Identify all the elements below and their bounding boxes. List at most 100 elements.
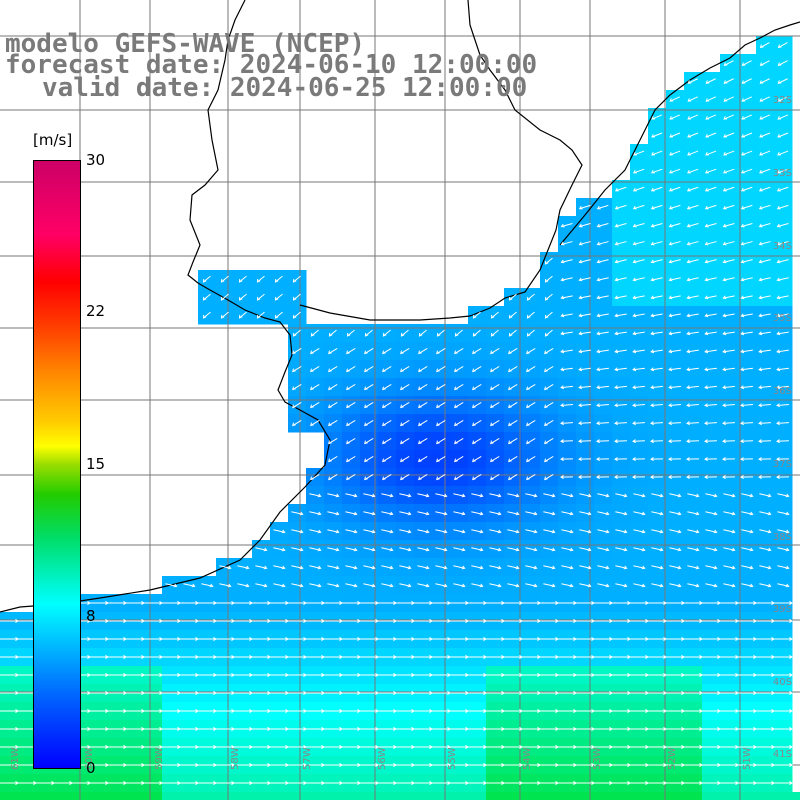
wind-arrow (778, 78, 788, 84)
wind-arrow-head (479, 529, 484, 534)
wind-arrow (669, 150, 681, 156)
wind-arrow (687, 295, 699, 299)
wind-arrow (381, 583, 393, 587)
wind-arrow-head (659, 583, 664, 588)
wind-arrow-head (544, 368, 548, 373)
wind-arrow-head (767, 493, 772, 498)
wind-arrow-head (789, 619, 793, 623)
wind-arrow-head (605, 511, 610, 516)
wind-arrow-head (299, 547, 304, 552)
wind-arrow-head (407, 583, 412, 588)
wind-arrow-head (490, 458, 494, 463)
wind-arrow-head (425, 583, 430, 588)
wind-cell (450, 792, 469, 800)
wind-arrow (651, 547, 663, 551)
wind-arrow-head (704, 475, 708, 479)
wind-cell (36, 792, 55, 800)
wind-arrow (724, 96, 734, 102)
wind-arrow-head (759, 98, 764, 102)
wind-arrow (327, 583, 339, 587)
wind-arrow-head (623, 583, 628, 588)
wind-arrow-head (578, 475, 582, 479)
wind-arrow-head (740, 421, 744, 426)
wind-arrow (669, 295, 681, 299)
wind-arrow-head (508, 458, 512, 463)
wind-arrow-head (722, 295, 727, 300)
wind-cell (612, 792, 631, 800)
wind-arrow (597, 367, 609, 371)
wind-arrow (597, 547, 609, 551)
wind-arrow-head (346, 350, 350, 355)
wind-arrow (687, 132, 699, 138)
wind-arrow-head (687, 98, 692, 102)
wind-arrow-head (704, 169, 709, 174)
wind-arrow (543, 583, 555, 587)
wind-arrow (723, 511, 735, 515)
wind-arrow-head (723, 134, 728, 138)
wind-arrow (453, 529, 465, 533)
wind-arrow-head (578, 457, 582, 462)
wind-arrow (633, 565, 645, 569)
wind-arrow (561, 493, 573, 497)
wind-arrow-head (436, 368, 440, 373)
wind-arrow-head (740, 205, 745, 210)
valid-date: valid date: 2024-06-25 12:00:00 (42, 73, 528, 103)
wind-arrow-head (785, 565, 790, 570)
wind-arrow-head (292, 332, 297, 337)
wind-arrow (381, 493, 393, 497)
wind-arrow (687, 583, 699, 587)
wind-cell (486, 792, 505, 800)
wind-arrow-head (722, 223, 727, 228)
wind-arrow (363, 547, 375, 551)
wind-arrow-head (364, 332, 369, 337)
wind-arrow-head (551, 547, 556, 552)
wind-arrow-head (202, 278, 207, 283)
wind-arrow-head (382, 404, 386, 409)
wind-arrow (741, 547, 753, 551)
wind-cell (738, 792, 757, 800)
wind-arrow-head (256, 314, 261, 319)
wind-arrow-head (633, 152, 637, 156)
wind-cell (108, 792, 127, 800)
wind-arrow (723, 547, 735, 551)
wind-arrow-head (472, 350, 476, 355)
wind-arrow-head (544, 386, 548, 391)
wind-arrow-head (759, 80, 764, 84)
wind-arrow-head (740, 331, 745, 336)
wind-arrow-head (759, 152, 763, 156)
wind-arrow-head (263, 583, 268, 588)
wind-arrow-head (490, 368, 494, 373)
wind-cell (702, 792, 721, 800)
wind-arrow-head (533, 493, 538, 498)
wind-arrow-head (526, 422, 530, 427)
wind-arrow-head (722, 475, 726, 479)
wind-cell (432, 792, 451, 800)
wind-arrow (615, 511, 627, 515)
colorbar-tick-8: 8 (86, 607, 96, 625)
wind-arrow (417, 565, 429, 569)
wind-arrow (345, 565, 357, 569)
wind-arrow-head (389, 583, 394, 588)
wind-arrow (651, 204, 663, 210)
wind-arrow (615, 222, 627, 228)
wind-arrow-head (400, 440, 404, 445)
wind-arrow (777, 583, 789, 587)
lat-label: 32S (773, 95, 792, 106)
wind-arrow (777, 114, 789, 120)
wind-arrow-head (668, 313, 673, 318)
wind-arrow-head (400, 332, 405, 337)
wind-arrow (723, 331, 735, 335)
colorbar (33, 160, 81, 769)
wind-arrow (489, 547, 501, 551)
wind-arrow (327, 511, 339, 515)
wind-arrow (759, 367, 771, 371)
wind-arrow-head (704, 331, 709, 336)
wind-arrow-head (668, 223, 673, 228)
wind-arrow-head (317, 565, 322, 570)
wind-arrow (615, 241, 627, 245)
wind-arrow (543, 529, 555, 533)
wind-arrow-head (776, 403, 781, 408)
wind-arrow-head (560, 421, 564, 426)
wind-arrow-head (668, 349, 673, 354)
wind-arrow (741, 114, 753, 120)
